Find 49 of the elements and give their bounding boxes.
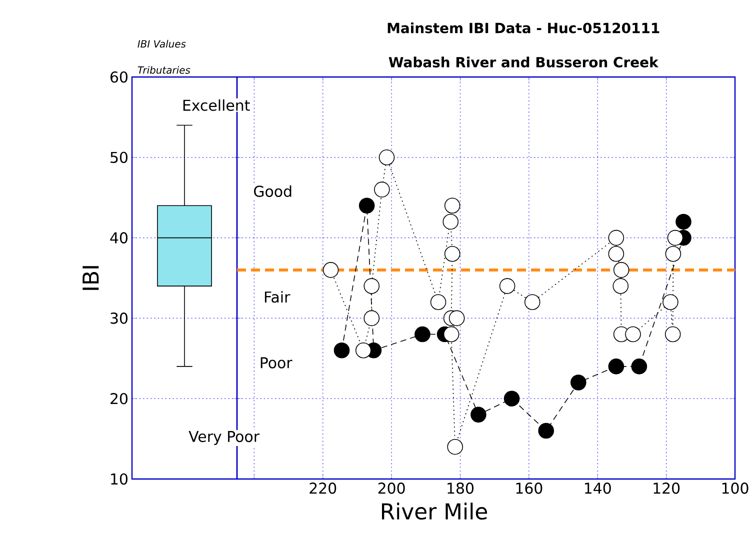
point	[364, 278, 380, 294]
point	[358, 198, 375, 214]
point	[608, 358, 624, 374]
y-tick-label: 60	[110, 71, 128, 83]
point	[355, 342, 372, 358]
chart-subtitle: Tributaries	[138, 66, 190, 74]
annotation: Poor	[260, 357, 292, 368]
x-tick-label: 180	[448, 482, 474, 494]
x-tick-label: 140	[585, 482, 611, 494]
y-tick-label: 40	[110, 232, 128, 244]
point	[570, 374, 586, 390]
y-tick-label: 10	[111, 473, 128, 485]
point	[334, 342, 350, 358]
chart-subtitle: Wabash River and Busseron Creek	[388, 56, 659, 68]
x-tick-label: 120	[654, 482, 680, 494]
annotation: Fair	[264, 291, 290, 303]
point	[613, 262, 630, 278]
point	[504, 390, 520, 406]
point	[524, 294, 540, 310]
point	[631, 358, 648, 374]
point	[322, 262, 339, 278]
point	[442, 214, 459, 230]
point	[443, 326, 460, 342]
chart-title: Mainstem IBI Data - Huc-05120111	[388, 22, 660, 34]
point	[364, 310, 380, 326]
y-tick-label: 20	[110, 392, 128, 404]
point	[662, 294, 678, 310]
y-tick-label: 50	[110, 152, 128, 164]
point	[378, 150, 395, 166]
x-axis-title: River Mile	[382, 502, 487, 520]
chart-title: IBI Values	[138, 40, 186, 48]
x-tick-label: 160	[516, 482, 542, 494]
point	[448, 310, 465, 326]
point	[667, 230, 684, 246]
point	[625, 326, 641, 342]
annotation: Good	[254, 185, 292, 197]
point	[676, 214, 692, 230]
y-tick-label: 30	[110, 312, 128, 324]
annotation: Excellent	[183, 99, 250, 111]
x-tick-label: 100	[722, 482, 748, 494]
point	[538, 422, 554, 439]
x-tick-label: 220	[310, 482, 336, 494]
x-tick-label: 200	[378, 482, 405, 494]
y-axis-title: IBI	[82, 266, 99, 290]
point	[470, 406, 486, 423]
point	[665, 246, 682, 262]
annotation: Very Poor	[188, 430, 260, 445]
point	[608, 230, 624, 246]
point	[414, 326, 430, 342]
